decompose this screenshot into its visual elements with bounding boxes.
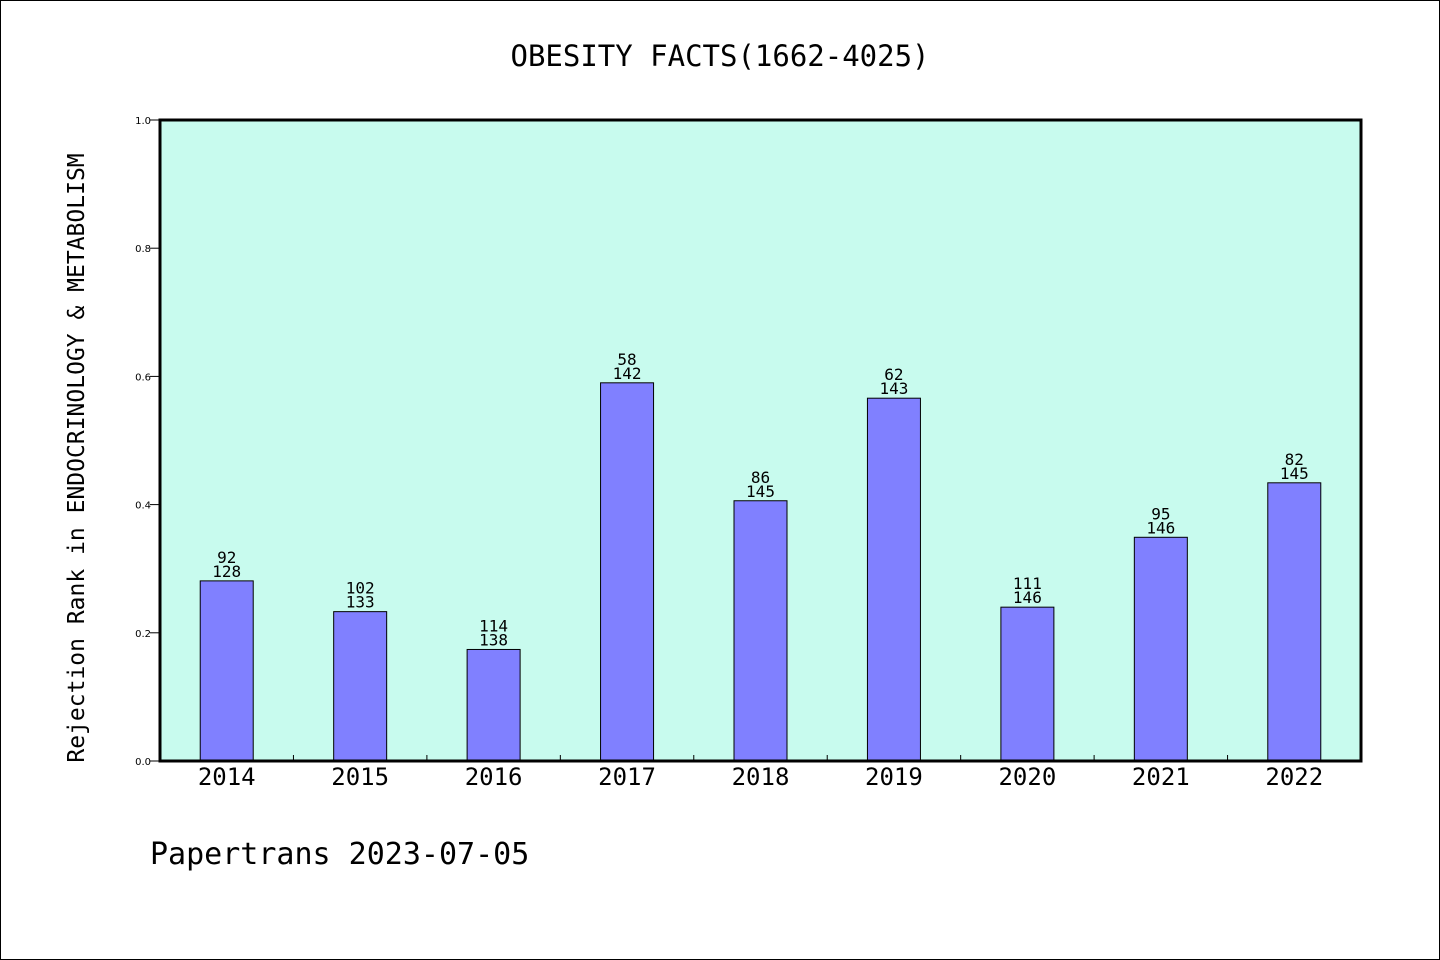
- x-tick-label: 2020: [998, 763, 1056, 791]
- bar-2019: [866, 397, 921, 762]
- x-tick-label: 2018: [732, 763, 790, 791]
- bar-label-bottom: 133: [346, 593, 375, 612]
- bar-label-top: 102: [346, 579, 375, 598]
- x-tick-label: 2015: [331, 763, 389, 791]
- bar-2015: [333, 611, 388, 762]
- bar-label-bottom: 146: [1013, 588, 1042, 607]
- footer-caption: Papertrans 2023-07-05: [150, 837, 529, 872]
- x-ticks-group: 2014 2015 2016 2017 2018 2019 2020 2021 2022: [198, 755, 1323, 791]
- y-tick-label: 0.2: [135, 629, 151, 640]
- bar-label-bottom: 143: [879, 379, 908, 398]
- bar-label-top: 95: [1151, 504, 1170, 523]
- y-ticks-group: 0.0 0.2 0.4 0.6 0.8 1.0: [135, 116, 160, 768]
- bar-label-bottom: 145: [746, 482, 775, 501]
- bar-2022: [1267, 482, 1322, 762]
- bar-label-top: 58: [617, 350, 636, 369]
- x-tick-label: 2019: [865, 763, 923, 791]
- x-tick-label: 2022: [1265, 763, 1323, 791]
- y-tick-label: 0.8: [135, 244, 151, 255]
- x-tick-label: 2014: [198, 763, 256, 791]
- y-tick-label: 0.4: [135, 501, 151, 512]
- bar-label-bottom: 146: [1146, 518, 1175, 537]
- bar-label-top: 82: [1285, 450, 1304, 469]
- x-tick-label: 2017: [598, 763, 656, 791]
- bar-2020: [1000, 606, 1055, 762]
- y-axis-label: Rejection Rank in ENDOCRINOLOGY & METABO…: [64, 153, 90, 762]
- x-tick-label: 2021: [1132, 763, 1190, 791]
- y-tick-label: 0.0: [135, 757, 151, 768]
- x-tick-label: 2016: [465, 763, 523, 791]
- y-tick-label: 1.0: [135, 116, 151, 127]
- plot-border: [158, 118, 1363, 763]
- bar-label-top: 114: [479, 616, 508, 635]
- bar-2017: [600, 382, 655, 762]
- bar-label-bottom: 128: [212, 562, 241, 581]
- bar-label-bottom: 145: [1280, 464, 1309, 483]
- bar-2021: [1133, 536, 1188, 762]
- y-tick-label: 0.6: [135, 372, 151, 383]
- bar-2016: [466, 648, 521, 762]
- bar-label-top: 62: [884, 365, 903, 384]
- chart-title: OBESITY FACTS(1662-4025): [510, 39, 929, 73]
- bar-label-top: 86: [751, 468, 770, 487]
- bar-2014: [199, 580, 254, 762]
- bar-label-top: 92: [217, 548, 236, 567]
- bar-2018: [733, 500, 788, 762]
- bar-label-top: 111: [1013, 574, 1042, 593]
- bars-group: 1289213310213811414258145861436214611114…: [199, 350, 1322, 762]
- bar-label-bottom: 138: [479, 630, 508, 649]
- bar-label-bottom: 142: [613, 364, 642, 383]
